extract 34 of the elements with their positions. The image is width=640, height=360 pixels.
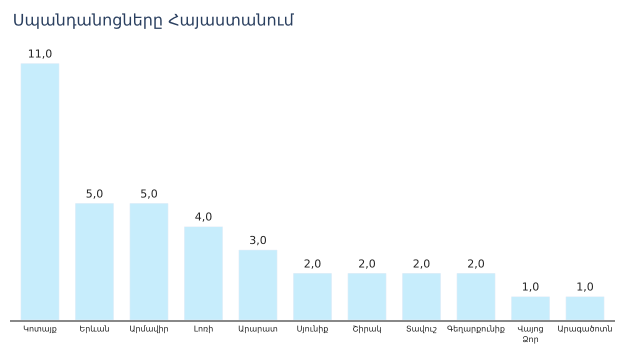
data-label: 5,0: [86, 187, 104, 200]
data-label: 2,0: [304, 257, 322, 270]
data-label: 2,0: [467, 257, 485, 270]
bar: [293, 273, 332, 320]
bar: [566, 296, 604, 320]
data-label: 11,0: [28, 48, 52, 60]
x-tick-label: Տավուշ: [406, 324, 438, 334]
bar: [130, 203, 168, 320]
data-label: 4,0: [194, 210, 212, 224]
data-label: 2,0: [358, 257, 376, 270]
chart-title: Սպանդանոցները Հայաստանում: [12, 10, 295, 30]
data-label: 1,0: [576, 280, 594, 294]
data-label: 3,0: [249, 234, 267, 248]
bar: [511, 296, 550, 320]
data-label: 2,0: [412, 257, 430, 270]
x-tick-label: Գեղարքունիք: [447, 324, 505, 334]
bar: [348, 273, 386, 320]
x-tick-label: Արարատ: [238, 324, 278, 334]
x-tick-label: Արմավիր: [129, 324, 169, 334]
x-tick-label: Արագածոտն: [558, 324, 613, 334]
data-label: 1,0: [522, 280, 540, 294]
x-tick-label: Վայոց Ձոր: [517, 324, 544, 344]
x-tick-label: Կոտայք: [23, 324, 57, 334]
bar: [238, 250, 278, 320]
x-tick-label: Շիրակ: [352, 324, 382, 334]
bar: [20, 63, 60, 320]
bar: [402, 273, 441, 320]
bar: [184, 226, 223, 320]
x-tick-label: Լոռի: [194, 324, 214, 334]
bar: [75, 203, 114, 320]
data-label: 5,0: [140, 187, 158, 200]
bar: [456, 273, 496, 320]
x-tick-label: Սյունիք: [296, 324, 328, 334]
x-tick-label: Երևան: [79, 324, 110, 334]
